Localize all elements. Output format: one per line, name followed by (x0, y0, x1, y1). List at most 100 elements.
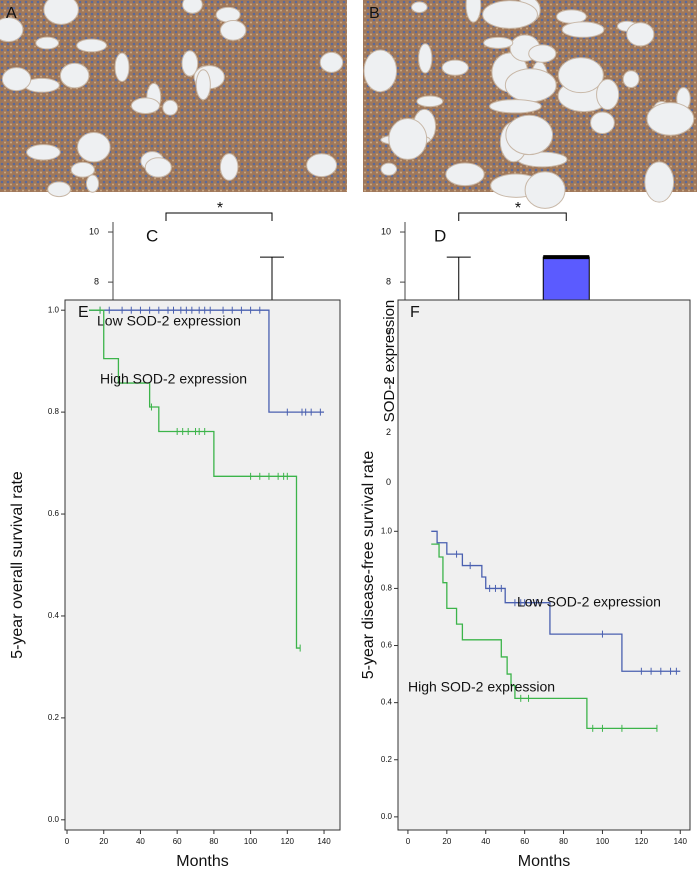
micrograph-space (590, 111, 615, 134)
y-tick-label: 0.4 (381, 698, 393, 707)
micrograph-space (195, 69, 211, 101)
panel-label: C (146, 226, 158, 245)
micrograph-space (416, 95, 444, 108)
x-tick-label: 120 (635, 837, 649, 846)
micrograph (0, 0, 347, 198)
micrograph-space (388, 118, 428, 160)
micrograph-space (644, 161, 675, 203)
y-tick-label: 1.0 (381, 526, 393, 535)
micrograph-space (219, 153, 239, 181)
x-tick-label: 60 (173, 837, 182, 846)
micrograph-space (483, 36, 514, 49)
micrograph-space (182, 0, 203, 14)
y-tick-label: 4 (386, 377, 391, 387)
survival-curve (431, 530, 681, 672)
survival-curve (89, 309, 301, 649)
micrograph-space (411, 1, 428, 14)
micrograph-space (130, 97, 161, 114)
series-label: Low SOD-2 expression (97, 313, 241, 329)
micrograph (363, 0, 697, 209)
panel-label: F (410, 304, 420, 321)
micrograph-space (418, 43, 433, 74)
micrograph-space (70, 161, 95, 178)
x-tick-label: 0 (65, 837, 70, 846)
micrograph-space (59, 62, 90, 89)
y-tick-label: 0.6 (48, 509, 60, 518)
y-tick-label: 10 (89, 226, 99, 236)
micrograph-space (646, 102, 695, 136)
micrograph-space (306, 153, 338, 178)
x-tick-label: 20 (99, 837, 108, 846)
significance-bracket (458, 212, 567, 221)
micrograph-space (85, 174, 100, 193)
panel-label: D (434, 226, 446, 245)
survival-curve (431, 543, 657, 729)
y-tick-label: 0.8 (48, 407, 60, 416)
x-tick-label: 20 (442, 837, 451, 846)
micrograph-space (445, 162, 485, 187)
y-tick-label: 8 (94, 276, 99, 286)
micrograph-space (35, 36, 60, 50)
x-axis-label: Months (518, 853, 570, 870)
significance-star: * (515, 200, 521, 217)
micrograph-space (380, 162, 398, 176)
micrograph-space (0, 17, 24, 43)
x-tick-label: 100 (244, 837, 258, 846)
plot-frame (64, 299, 341, 831)
micrograph-space (219, 19, 247, 41)
x-tick-label: 80 (209, 837, 218, 846)
micrograph-space (561, 21, 605, 38)
x-tick-label: 80 (559, 837, 568, 846)
plot-frame (397, 299, 691, 831)
micrograph-space (504, 68, 557, 103)
series-label: Low SOD-2 expression (517, 594, 661, 610)
micrograph-space (43, 0, 79, 25)
micrograph-space (114, 52, 130, 82)
y-tick-label: 0.6 (381, 641, 393, 650)
micrograph-space (528, 44, 557, 63)
x-tick-label: 100 (596, 837, 610, 846)
x-axis-label: Months (176, 853, 228, 870)
x-tick-label: 60 (520, 837, 529, 846)
micrograph-space (77, 132, 111, 163)
micrograph-space (144, 157, 172, 178)
y-tick-label: 1.0 (48, 305, 60, 314)
x-tick-label: 140 (674, 837, 688, 846)
micrograph-space (47, 181, 71, 198)
micrograph-space (465, 0, 482, 23)
panel-label: B (369, 5, 380, 22)
series-label: High SOD-2 expression (100, 371, 247, 387)
x-tick-label: 0 (406, 837, 411, 846)
y-tick-label: 0.0 (381, 812, 393, 821)
micrograph-space (489, 99, 542, 114)
panel-label: A (6, 5, 17, 22)
micrograph-space (622, 70, 640, 88)
x-tick-label: 140 (317, 837, 331, 846)
survival-curve (89, 309, 325, 413)
y-tick-label: 0.2 (48, 713, 60, 722)
significance-bracket (165, 212, 273, 221)
significance-star: * (217, 200, 223, 217)
x-tick-label: 40 (481, 837, 490, 846)
micrograph-space (1, 67, 32, 92)
series-label: High SOD-2 expression (408, 679, 555, 695)
x-tick-label: 40 (136, 837, 145, 846)
micrograph-space (441, 59, 469, 76)
x-tick-label: 120 (281, 837, 295, 846)
micrograph-space (596, 78, 620, 111)
micrograph-tissue (0, 0, 347, 192)
y-tick-label: 0.2 (381, 755, 393, 764)
y-axis-label: 5-year disease-free survival rate (360, 451, 377, 680)
micrograph-space (505, 114, 554, 156)
micrograph-space (626, 22, 655, 47)
micrograph-space (319, 51, 344, 73)
y-tick-label: 10 (381, 226, 391, 236)
micrograph-space (557, 57, 604, 94)
y-tick-label: 0.4 (48, 611, 60, 620)
panel-label: E (78, 304, 89, 321)
micrograph-space (26, 144, 61, 161)
y-axis-label: 5-year overall survival rate (9, 471, 26, 659)
micrograph-space (524, 171, 566, 209)
y-tick-label: 0.8 (381, 584, 393, 593)
